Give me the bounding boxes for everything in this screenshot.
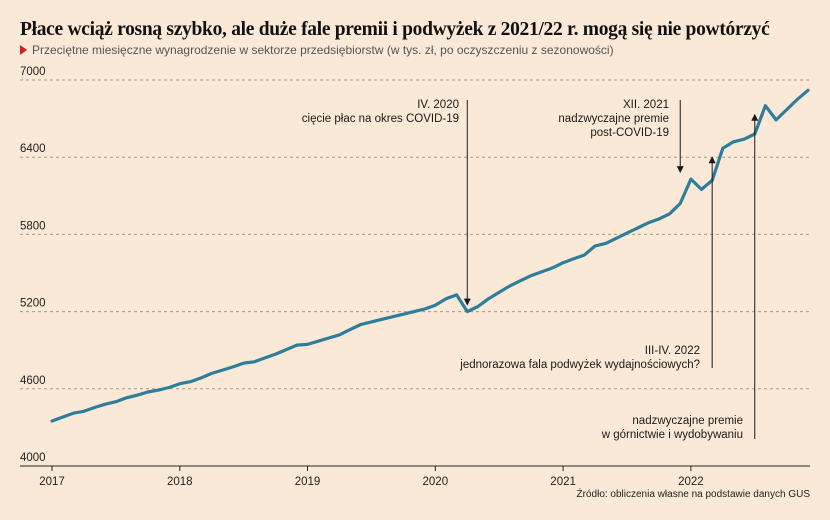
x-tick-label: 2019 [295,476,321,488]
annotation-label: w górnictwie i wydobywaniu [601,429,743,441]
chart-subtitle-text: Przeciętne miesięczne wynagrodzenie w se… [32,43,614,57]
annotation-arrowhead [463,298,471,306]
annotation-arrowhead [676,166,684,174]
chart-subtitle: Przeciętne miesięczne wynagrodzenie w se… [20,43,614,57]
red-triangle-icon [20,45,27,55]
annotation-label: XII. 2021 [623,99,669,111]
x-tick-label: 2021 [550,476,576,488]
y-tick-label: 5200 [20,298,46,310]
x-tick-label: 2018 [167,476,193,488]
annotation-label: post-COVID-19 [590,127,669,139]
y-tick-label: 5800 [20,220,46,232]
y-tick-label: 6400 [20,143,46,155]
y-tick-label: 7000 [20,66,46,78]
series-line [50,88,810,423]
chart-title: Płace wciąż rosną szybko, ale duże fale … [20,19,770,40]
annotation-label: cięcie płac na okres COVID-19 [302,113,459,125]
annotation-label: nadzwyczajne premie [632,415,743,427]
x-tick-label: 2022 [678,476,704,488]
annotation-label: III-IV. 2022 [645,345,700,357]
y-tick-label: 4600 [20,375,46,387]
source-note: Źródło: obliczenia własne na podstawie d… [576,489,810,500]
annotation-label: nadzwyczajne premie [558,113,669,125]
y-tick-label: 4000 [20,452,46,464]
annotation-arrowhead [751,113,759,121]
x-tick-label: 2020 [423,476,449,488]
annotation-label: jednorazowa fala podwyżek wydajnościowyc… [459,359,700,371]
annotation-label: IV. 2020 [417,99,459,111]
x-tick-label: 2017 [39,476,65,488]
annotation-arrowhead [708,156,716,164]
